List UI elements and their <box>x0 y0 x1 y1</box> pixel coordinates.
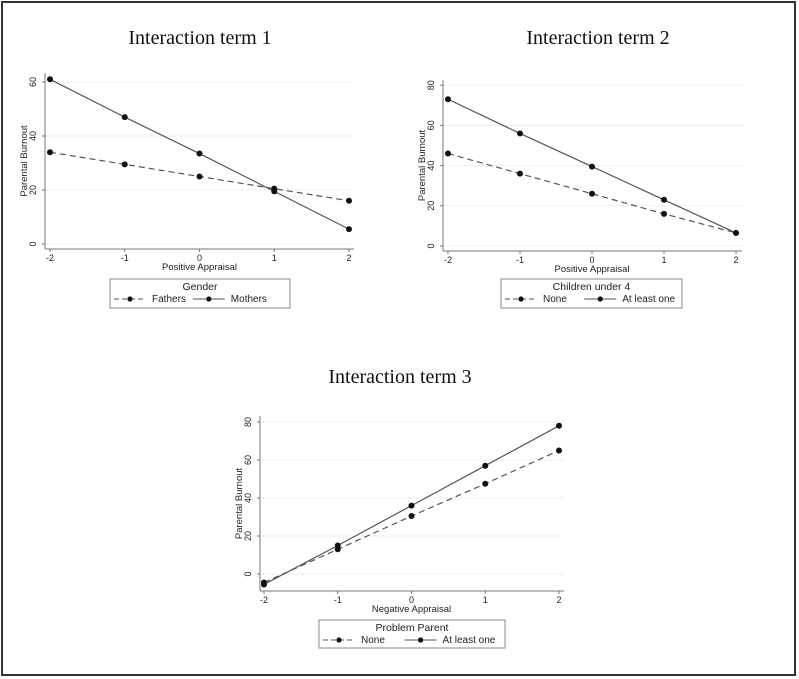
chart-panel-1: Interaction term 1 0 20 40 60 -2 -1 0 1 2 Positive… <box>19 27 354 309</box>
x-axis-label: Positive Appraisal <box>555 264 630 275</box>
y-tick-label: 80 <box>426 80 436 90</box>
y-tick-label: 20 <box>28 185 38 195</box>
y-tick-label: 0 <box>28 241 38 246</box>
data-point <box>261 581 267 588</box>
data-point <box>346 226 352 233</box>
data-point <box>47 76 53 83</box>
x-tick-label: 0 <box>589 255 594 265</box>
data-point <box>334 542 341 549</box>
legend-marker <box>417 637 424 643</box>
x-tick-label: 2 <box>733 255 738 265</box>
data-point <box>408 502 415 509</box>
x-tick-label: 1 <box>483 595 488 605</box>
y-tick-label: 80 <box>243 417 253 427</box>
data-point <box>346 197 352 204</box>
x-tick-label: -2 <box>444 255 452 265</box>
data-point <box>47 149 53 156</box>
legend-marker <box>127 296 133 302</box>
data-point <box>482 462 489 469</box>
x-tick-label: -2 <box>260 595 268 605</box>
y-axis-label: Parental Burnout <box>417 129 428 201</box>
data-point <box>517 130 523 137</box>
data-point <box>445 96 451 103</box>
chart-panel-3: Interaction term 3 0 20 40 60 80 -2 -1 0 1 2 Negati… <box>234 366 564 649</box>
data-point <box>482 480 489 487</box>
legend-marker <box>518 296 524 302</box>
y-tick-label: 60 <box>28 77 38 87</box>
legend-marker <box>206 296 212 302</box>
x-axis-label: Positive Appraisal <box>162 262 237 273</box>
data-point <box>589 163 595 170</box>
data-point <box>196 150 203 157</box>
x-tick-label: -1 <box>121 253 129 263</box>
legend-label: Mothers <box>231 294 267 305</box>
legend-label: None <box>361 635 385 646</box>
chart-title: Interaction term 2 <box>526 27 669 49</box>
y-tick-label: 40 <box>426 161 436 171</box>
y-tick-label: 20 <box>243 531 253 541</box>
data-point <box>661 210 667 217</box>
x-tick-label: 0 <box>409 595 414 605</box>
legend-box <box>318 619 506 649</box>
data-point <box>121 114 128 121</box>
y-tick-label: 60 <box>243 455 253 465</box>
y-axis-label: Parental Burnout <box>234 467 245 539</box>
data-point <box>445 150 451 157</box>
x-tick-label: 2 <box>556 595 561 605</box>
legend-title: Children under 4 <box>553 281 631 293</box>
chart-title: Interaction term 1 <box>128 27 271 49</box>
x-axis-label: Negative Appraisal <box>372 604 451 615</box>
legend-label: At least one <box>443 635 496 646</box>
x-tick-label: -1 <box>334 595 342 605</box>
data-point <box>661 196 667 203</box>
y-tick-label: 20 <box>426 201 436 211</box>
legend-marker <box>336 637 342 643</box>
data-point <box>271 188 278 195</box>
y-tick-label: 40 <box>243 493 253 503</box>
y-tick-label: 40 <box>28 131 38 141</box>
legend-label: None <box>543 294 567 305</box>
x-tick-label: 1 <box>661 255 666 265</box>
y-tick-label: 0 <box>426 243 436 248</box>
x-tick-label: 1 <box>272 253 277 263</box>
x-tick-label: -1 <box>516 255 524 265</box>
legend-label: Fathers <box>152 294 186 305</box>
legend-title: Problem Parent <box>376 622 449 634</box>
data-point <box>196 173 203 180</box>
data-point <box>556 447 562 454</box>
data-point <box>589 190 595 197</box>
y-tick-label: 0 <box>243 571 253 576</box>
x-tick-label: 2 <box>346 253 351 263</box>
legend-marker <box>597 296 603 302</box>
data-point <box>121 161 128 168</box>
chart-title: Interaction term 3 <box>328 366 471 388</box>
x-tick-label: -2 <box>46 253 54 263</box>
legend-label: At least one <box>622 294 675 305</box>
data-point <box>556 422 562 429</box>
data-point <box>517 170 523 177</box>
x-tick-label: 0 <box>197 253 202 263</box>
data-point <box>408 513 415 520</box>
legend-title: Gender <box>182 281 218 293</box>
y-axis-label: Parental Burnout <box>19 125 30 197</box>
legend-box <box>500 278 683 309</box>
chart-panel-2: Interaction term 2 0 20 40 60 80 -2 -1 0 1 2 Positi… <box>417 27 742 309</box>
legend-box <box>109 278 291 309</box>
y-tick-label: 60 <box>426 120 436 130</box>
data-point <box>733 229 739 236</box>
